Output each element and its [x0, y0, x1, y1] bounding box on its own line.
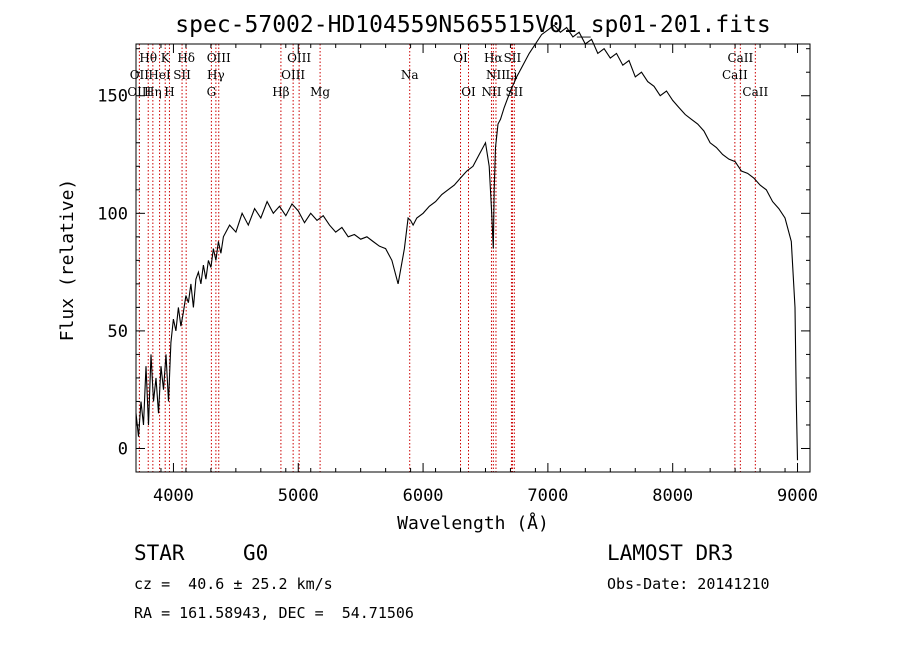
line-label: NII: [486, 68, 506, 82]
y-tick-label: 150: [97, 87, 128, 107]
line-label: SII: [504, 51, 522, 65]
spectrum-chart: spec-57002-HD104559N565515V01_sp01-201.f…: [57, 12, 818, 534]
line-label: OII: [130, 68, 150, 82]
line-label: NII: [481, 85, 501, 99]
line-label: OI: [461, 85, 476, 99]
line-label: CaII: [742, 85, 768, 99]
x-axis-label: Wavelength (Å): [397, 512, 549, 534]
line-label: OIII: [207, 51, 231, 65]
object-subclass: G0: [243, 541, 269, 565]
y-axis-label: Flux (relative): [57, 179, 78, 342]
emission-line-markers: [138, 44, 756, 472]
y-tick-label: 0: [118, 439, 128, 459]
line-label: CaII: [727, 51, 753, 65]
coordinates: RA = 161.58943, DEC = 54.71506: [134, 604, 414, 622]
line-label: Na: [401, 68, 419, 82]
line-label: OIII: [127, 85, 151, 99]
obs-date: Obs-Date: 20141210: [607, 575, 770, 593]
line-label: CaII: [722, 68, 748, 82]
line-label: Hα: [484, 51, 503, 65]
spectrum-line: [135, 24, 799, 461]
x-tick-label: 6000: [403, 486, 444, 506]
line-label: OI: [453, 51, 468, 65]
line-label: Li: [506, 68, 518, 82]
line-label: Hβ: [272, 85, 289, 99]
line-label: OIII: [281, 68, 305, 82]
x-tick-label: 4000: [153, 486, 194, 506]
line-label: Hθ: [139, 51, 157, 65]
x-tick-label: 7000: [527, 486, 568, 506]
line-label: SII: [173, 68, 191, 82]
line-label: Mg: [310, 85, 330, 99]
redshift-readout: cz = 40.6 ± 25.2 km/s: [134, 575, 333, 593]
line-label: SII: [505, 85, 523, 99]
line-label: Hγ: [207, 68, 225, 82]
plot-frame: [135, 43, 811, 473]
x-tick-label: 5000: [278, 486, 319, 506]
x-tick-label: 8000: [652, 486, 693, 506]
line-label: Hη: [144, 85, 162, 99]
line-label: OIII: [287, 51, 311, 65]
line-label: H: [164, 85, 174, 99]
chart-title: spec-57002-HD104559N565515V01_sp01-201.f…: [175, 12, 770, 38]
y-axis: 0 50 100 150: [97, 48, 810, 473]
line-label: HeI: [148, 68, 171, 82]
y-tick-label: 100: [97, 204, 128, 224]
x-tick-label: 9000: [777, 486, 818, 506]
object-class: STAR: [134, 541, 185, 565]
line-label: Hδ: [177, 51, 195, 65]
line-label: G: [207, 85, 217, 99]
x-axis: 4000 5000 6000 7000 8000 9000: [135, 44, 818, 506]
y-tick-label: 50: [108, 322, 128, 342]
survey-name: LAMOST DR3: [607, 541, 734, 565]
line-label: K: [161, 51, 171, 65]
